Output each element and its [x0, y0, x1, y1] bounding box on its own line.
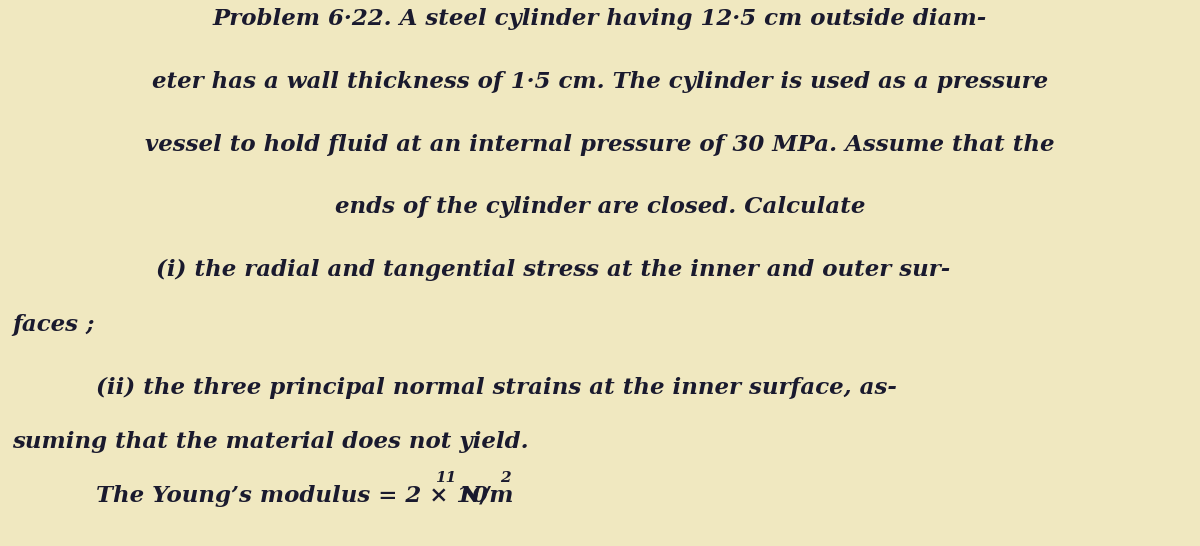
Text: eter has a wall thickness of 1·5 cm. The cylinder is used as a pressure: eter has a wall thickness of 1·5 cm. The…: [152, 71, 1048, 93]
Text: N/m: N/m: [451, 485, 514, 507]
Text: faces ;: faces ;: [12, 314, 95, 336]
Text: 11: 11: [434, 471, 456, 485]
Text: ends of the cylinder are closed. Calculate: ends of the cylinder are closed. Calcula…: [335, 197, 865, 218]
Text: The Young’s modulus = 2 × 10: The Young’s modulus = 2 × 10: [96, 485, 488, 507]
Text: 2: 2: [500, 471, 511, 485]
Text: (ii) the three principal normal strains at the inner surface, as-: (ii) the three principal normal strains …: [96, 377, 896, 399]
Text: Problem 6·22. A steel cylinder having 12·5 cm outside diam-: Problem 6·22. A steel cylinder having 12…: [212, 8, 988, 30]
Text: vessel to hold fluid at an internal pressure of 30 MPa. Assume that the: vessel to hold fluid at an internal pres…: [145, 134, 1055, 156]
Text: (i) the radial and tangential stress at the inner and outer sur-: (i) the radial and tangential stress at …: [156, 259, 950, 281]
Text: suming that the material does not yield.: suming that the material does not yield.: [12, 431, 529, 453]
